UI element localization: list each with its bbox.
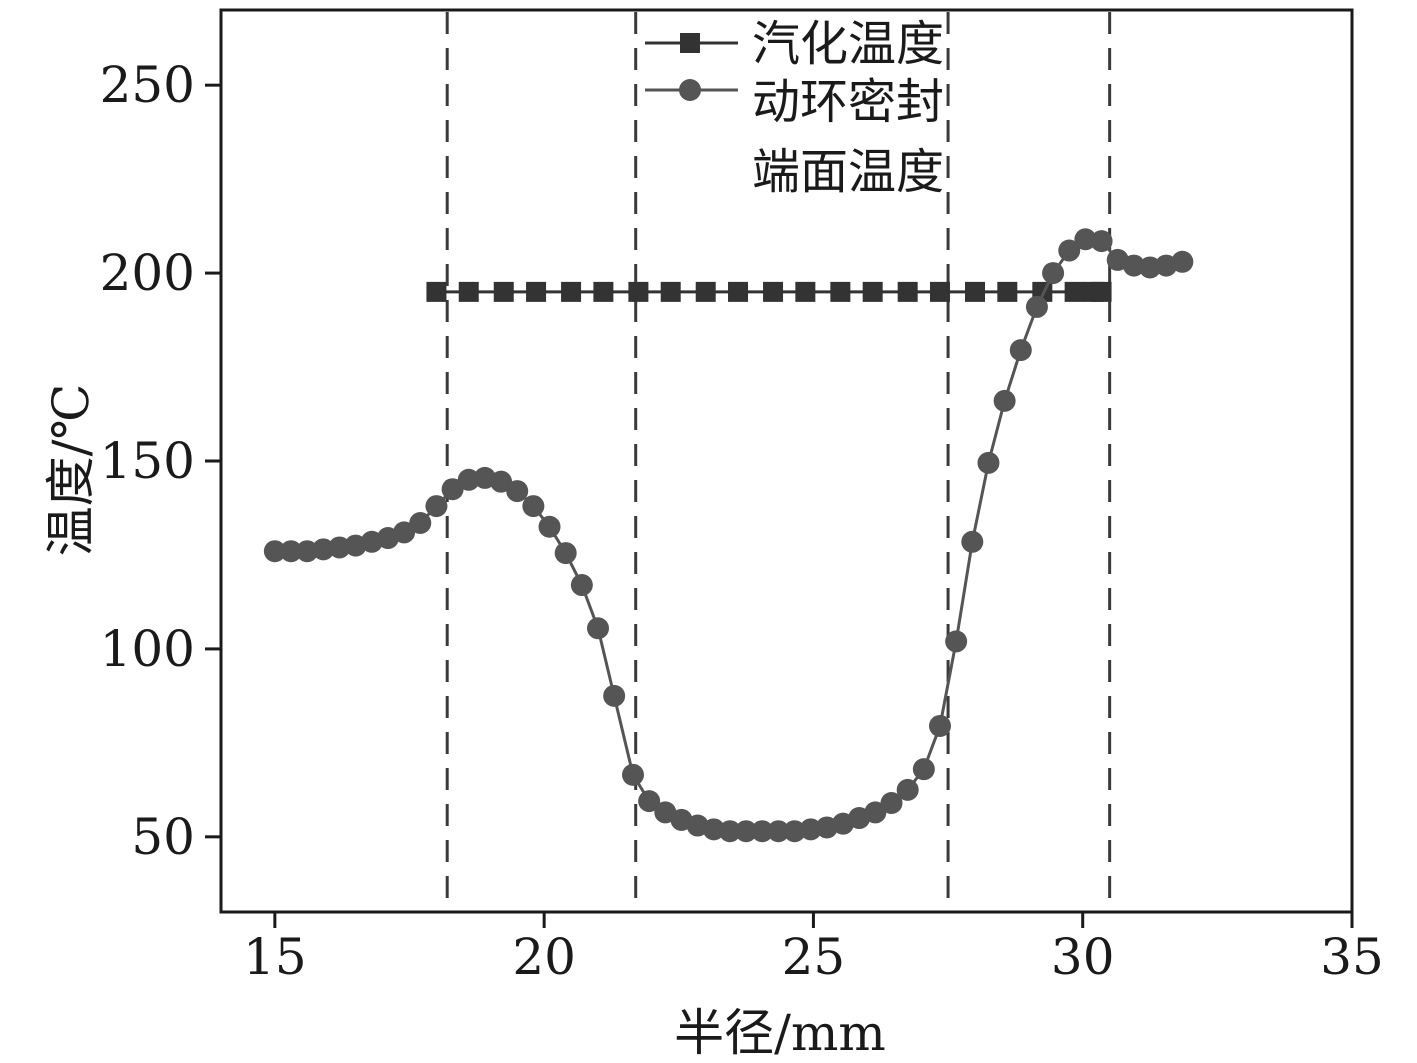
series-2-point bbox=[1090, 230, 1113, 253]
series-2-point bbox=[1025, 295, 1048, 318]
x-tick-label-15: 15 bbox=[243, 928, 307, 986]
series-2-point bbox=[425, 495, 448, 518]
series-2-point bbox=[977, 451, 1000, 474]
series-2-point bbox=[457, 468, 480, 491]
series-2-point bbox=[312, 538, 335, 561]
series-2-point bbox=[961, 530, 984, 553]
x-tick-label-25: 25 bbox=[782, 928, 846, 986]
series-2-point bbox=[638, 790, 661, 813]
series-1-point bbox=[830, 281, 851, 302]
series-2-point bbox=[393, 521, 416, 544]
series-2-point bbox=[864, 801, 887, 824]
series-2-point bbox=[506, 480, 529, 503]
legend: 汽化温度 动环密封 端面温度 bbox=[645, 16, 944, 200]
series-2-point bbox=[1009, 339, 1032, 362]
series-2-point bbox=[735, 820, 758, 843]
x-tick-label-35: 35 bbox=[1320, 928, 1384, 986]
y-tick-label-150: 150 bbox=[100, 432, 195, 490]
series-2-point bbox=[767, 820, 790, 843]
series-1 bbox=[426, 281, 1112, 302]
series-2-point bbox=[409, 512, 432, 535]
series-1-point bbox=[795, 281, 816, 302]
series-2-point bbox=[296, 540, 319, 563]
series-2-point bbox=[880, 792, 903, 815]
series-1-point bbox=[1091, 281, 1112, 302]
y-tick-label-250: 250 bbox=[100, 56, 195, 114]
series-layer bbox=[263, 228, 1194, 843]
series-1-point bbox=[1064, 281, 1085, 302]
series-2-point bbox=[1122, 254, 1145, 277]
series-1-point bbox=[628, 281, 649, 302]
series-1-point bbox=[728, 281, 749, 302]
y-tick-label-50: 50 bbox=[131, 808, 195, 866]
series-2-point bbox=[799, 818, 822, 841]
series-1-point bbox=[561, 281, 582, 302]
legend-label-seal-face-line1: 动环密封 bbox=[752, 74, 944, 130]
series-1-point bbox=[997, 281, 1018, 302]
series-2-point bbox=[1074, 228, 1097, 251]
series-2-point bbox=[490, 470, 513, 493]
legend-label-seal-face-line2: 端面温度 bbox=[752, 144, 944, 200]
series-1-point bbox=[593, 281, 614, 302]
x-axis-ticks: 15 20 25 30 35 bbox=[243, 912, 1384, 986]
series-2-point bbox=[280, 540, 303, 563]
series-2-point bbox=[1058, 239, 1081, 262]
series-1-point bbox=[929, 281, 950, 302]
series-2-point bbox=[928, 714, 951, 737]
series-2-point bbox=[1139, 256, 1162, 279]
legend-label-vaporization: 汽化温度 bbox=[752, 16, 944, 72]
series-2-point bbox=[622, 763, 645, 786]
series-2 bbox=[263, 228, 1194, 843]
series-2-point bbox=[603, 684, 626, 707]
series-2-point bbox=[441, 478, 464, 501]
series-2-point bbox=[1171, 250, 1194, 273]
series-2-point bbox=[912, 758, 935, 781]
series-1-point bbox=[526, 281, 547, 302]
series-2-point bbox=[993, 389, 1016, 412]
reference-lines bbox=[445, 12, 1112, 910]
series-2-point bbox=[751, 820, 774, 843]
legend-marker-square bbox=[680, 33, 700, 53]
x-tick-label-30: 30 bbox=[1051, 928, 1115, 986]
series-2-point bbox=[538, 515, 561, 538]
series-2-point bbox=[896, 778, 919, 801]
series-1-point bbox=[897, 281, 918, 302]
y-tick-label-200: 200 bbox=[100, 244, 195, 302]
series-1-point bbox=[965, 281, 985, 302]
series-1-point bbox=[426, 281, 447, 302]
series-2-point bbox=[587, 617, 609, 640]
y-axis-label: 温度/℃ bbox=[42, 384, 100, 557]
y-axis-ticks: 50 100 150 200 250 bbox=[100, 56, 221, 866]
legend-marker-circle bbox=[679, 79, 701, 101]
series-1-point bbox=[458, 281, 479, 302]
series-1-point bbox=[695, 281, 716, 302]
series-1-point bbox=[763, 281, 784, 302]
series-2-point bbox=[945, 630, 968, 653]
series-2-point bbox=[1042, 262, 1065, 285]
x-axis-label: 半径/mm bbox=[674, 1004, 886, 1062]
series-2-point bbox=[522, 495, 545, 518]
series-2-point bbox=[554, 542, 577, 565]
series-2-point bbox=[718, 820, 741, 843]
series-2-point bbox=[702, 818, 725, 841]
series-2-point bbox=[263, 540, 286, 563]
x-tick-label-20: 20 bbox=[512, 928, 576, 986]
series-2-point bbox=[328, 536, 351, 559]
series-1-point bbox=[493, 281, 514, 302]
series-2-point bbox=[570, 574, 593, 597]
y-tick-label-100: 100 bbox=[100, 620, 195, 678]
series-2-point bbox=[783, 820, 806, 843]
series-1-point bbox=[660, 281, 681, 302]
series-1-point bbox=[862, 281, 883, 302]
